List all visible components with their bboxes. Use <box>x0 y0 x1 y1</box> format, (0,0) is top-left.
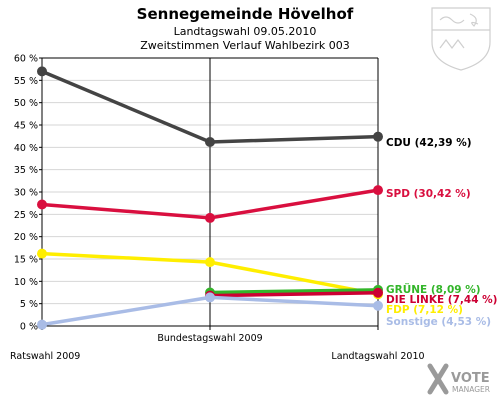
series-line-die-linke <box>209 291 379 298</box>
y-tick-label: 5 % <box>20 299 38 310</box>
data-point-sonstige <box>373 300 383 311</box>
series-label-cdu: CDU (42,39 %) <box>386 137 472 149</box>
data-point-fdp <box>37 248 47 259</box>
x-mark-icon <box>427 363 449 395</box>
y-tick-label: 40 % <box>14 143 38 154</box>
plot-area: 0 % 5 % 10 % 15 % 20 % 25 % 30 % 35 % 40 % 45 % 50… <box>10 54 497 363</box>
series-label-sonstige: Sonstige (4,53 %) <box>386 316 491 328</box>
y-tick-label: 45 % <box>14 121 38 132</box>
series-labels: CDU (42,39 %) SPD (30,42 %) FDP (7,12 %) GR… <box>386 137 497 328</box>
vote-manager-logo: VOTE MANAGER <box>427 363 490 395</box>
y-tick-label: 10 % <box>14 277 38 288</box>
logo-text-vote: VOTE <box>451 371 490 386</box>
data-point-sonstige <box>37 319 47 330</box>
series-label-spd: SPD (30,42 %) <box>386 188 471 200</box>
x-category-label: Bundestagswahl 2009 <box>157 333 262 344</box>
data-point-spd <box>373 185 383 196</box>
series-label-grüne: GRÜNE (8,09 %) <box>386 282 481 296</box>
series-label-die-linke: DIE LINKE (7,44 %) <box>386 294 497 306</box>
y-tick-label: 20 % <box>14 232 38 243</box>
chart-subtitle-date: Landtagswahl 09.05.2010 <box>174 25 317 38</box>
y-axis-ticks: 0 % 5 % 10 % 15 % 20 % 25 % 30 % 35 % 40 % 45 % 50… <box>14 54 42 333</box>
x-category-label: Landtagswahl 2010 <box>331 351 424 362</box>
data-point-spd <box>37 199 47 210</box>
y-tick-label: 25 % <box>14 210 38 221</box>
y-tick-label: 35 % <box>14 165 38 176</box>
data-point-cdu <box>37 66 47 77</box>
data-point-fdp <box>205 257 215 268</box>
series-label-fdp: FDP (7,12 %) <box>386 304 463 316</box>
chart-subtitle-district: Zweitstimmen Verlauf Wahlbezirk 003 <box>140 39 349 52</box>
y-tick-label: 0 % <box>20 322 38 333</box>
y-tick-label: 15 % <box>14 255 38 266</box>
y-tick-label: 50 % <box>14 98 38 109</box>
x-category-label: Ratswahl 2009 <box>10 351 80 362</box>
data-point-cdu <box>205 136 215 147</box>
data-point-spd <box>205 212 215 223</box>
series-lines <box>37 66 383 330</box>
series-line-grüne <box>209 288 379 295</box>
data-point-cdu <box>373 131 383 142</box>
data-point-die-linke <box>373 287 383 298</box>
y-tick-label: 60 % <box>14 54 38 65</box>
data-point-sonstige <box>205 292 215 303</box>
chart-title: Sennegemeinde Hövelhof <box>137 5 354 23</box>
logo-text-manager: MANAGER <box>452 385 490 394</box>
state-emblem-logo <box>431 7 491 71</box>
y-tick-label: 55 % <box>14 76 38 87</box>
y-tick-label: 30 % <box>14 188 38 199</box>
